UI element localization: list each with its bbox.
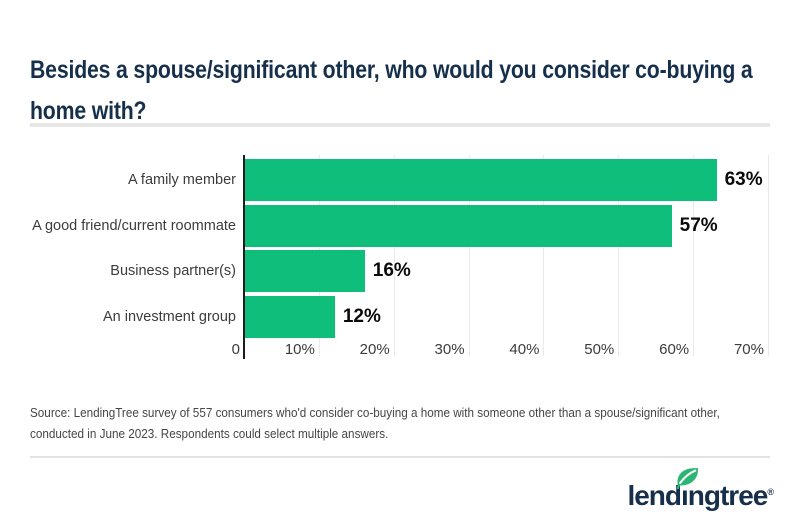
x-tick-label: 10% [284,341,315,358]
bar [245,250,365,292]
category-label: A good friend/current roommate [32,217,236,234]
gridline [543,155,545,356]
bar-value-label: 12% [342,305,381,327]
title-divider [30,123,770,127]
source-note-line2: conducted in June 2023. Respondents coul… [30,426,389,441]
category-label: An investment group [103,308,236,325]
gridline [693,155,695,356]
footer-divider [30,456,770,458]
bar [245,295,335,338]
x-tick-label: 0 [231,341,240,358]
chart-title-line2: home with? [30,96,147,125]
logo-wordmark: lendıngtree® [627,480,774,511]
x-tick-label: 20% [359,341,390,358]
lendingtree-logo: lendıngtree® [627,466,774,516]
source-note-line1: Source: LendingTree survey of 557 consum… [30,405,720,420]
x-tick-label: 60% [659,341,690,358]
category-label: Business partner(s) [110,263,236,279]
x-tick-label: 30% [434,341,465,358]
source-note: Source: LendingTree survey of 557 consum… [30,402,800,444]
bar-value-label: 63% [724,169,763,190]
gridline [468,155,470,356]
bar-value-label: 16% [372,260,411,281]
registered-mark: ® [767,487,774,497]
bar [245,204,672,247]
leaf-icon [674,465,700,494]
gridline [618,155,620,356]
chart-title-line1: Besides a spouse/significant other, who … [30,55,753,84]
gridline [768,155,769,356]
y-axis-line [243,155,245,359]
category-label: A family member [128,172,236,188]
x-tick-label: 50% [584,341,615,358]
x-tick-label: 40% [509,341,540,358]
chart-title: Besides a spouse/significant other, who … [30,50,790,132]
bar-value-label: 57% [679,214,718,236]
bar [245,159,717,201]
gridline [393,155,395,356]
x-tick-label: 70% [733,341,764,358]
